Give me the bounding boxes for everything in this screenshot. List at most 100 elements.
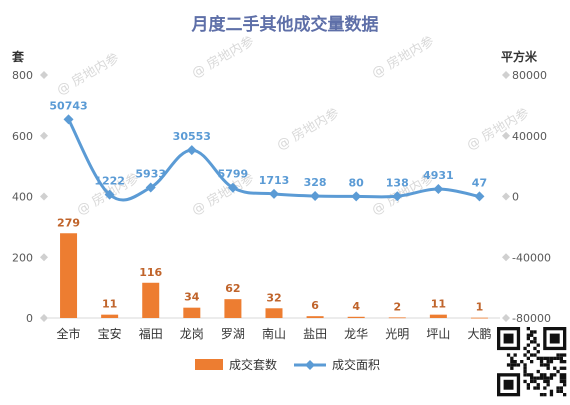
qr-module: [556, 356, 560, 360]
left-tick-label: 200: [12, 251, 33, 264]
qr-module: [523, 353, 527, 357]
right-tick-label: 0: [512, 191, 519, 204]
bar: [224, 299, 242, 318]
qr-code-icon: [495, 325, 569, 399]
line-point: [474, 191, 485, 202]
line-point: [186, 145, 197, 156]
qr-module: [563, 353, 567, 357]
qr-module: [533, 353, 537, 357]
qr-module: [546, 363, 550, 367]
qr-module: [520, 360, 524, 364]
qr-module: [533, 386, 537, 390]
left-tick-label: 400: [12, 191, 33, 204]
qr-module: [563, 383, 567, 387]
line-data-label: 50743: [49, 99, 87, 112]
left-tick-marker: [40, 192, 48, 201]
qr-module: [549, 360, 554, 364]
qr-module: [563, 376, 567, 380]
qr-finder-core: [503, 333, 514, 344]
line-data-label: 1222: [94, 175, 125, 188]
left-axis-ticks: 0 200 400 600 800: [12, 69, 48, 325]
qr-module: [536, 369, 540, 374]
qr-module: [523, 363, 527, 367]
qr-module: [536, 383, 540, 387]
qr-module: [506, 363, 511, 367]
qr-module: [549, 373, 554, 377]
bar-data-label: 6: [311, 299, 319, 312]
qr-module: [526, 386, 530, 390]
qr-module: [556, 386, 560, 390]
qr-module: [523, 369, 527, 374]
left-tick-label: 600: [12, 130, 33, 143]
qr-module: [553, 366, 557, 370]
bar-data-label: 116: [139, 266, 162, 279]
line-series: 50743 1222 5933 30553 5799 1713 328 80 138 4931 47: [49, 99, 487, 202]
qr-module: [526, 333, 530, 337]
right-tick-marker: [502, 71, 510, 79]
bar-data-label: 11: [102, 298, 117, 311]
qr-module: [546, 379, 550, 384]
qr-module: [543, 356, 547, 360]
watermark-text: @ 房地内参: [274, 105, 342, 153]
qr-module: [549, 376, 554, 380]
category-label: 龙华: [344, 327, 368, 341]
qr-module: [549, 393, 554, 397]
qr-module: [533, 346, 537, 351]
right-tick-marker: [502, 314, 510, 322]
category-label: 坪山: [426, 327, 450, 341]
category-label: 光明: [385, 327, 409, 341]
qr-module: [530, 373, 534, 377]
category-label: 龙岗: [180, 327, 204, 341]
qr-module: [526, 373, 530, 377]
qr-module: [559, 373, 563, 377]
qr-module: [563, 379, 567, 384]
line-point: [269, 188, 279, 199]
qr-module: [536, 356, 540, 360]
legend-bar-label: 成交套数: [229, 357, 277, 372]
qr-module: [533, 376, 537, 380]
qr-module: [539, 376, 544, 380]
qr-module: [510, 356, 514, 360]
qr-module: [543, 386, 547, 390]
qr-module: [510, 363, 514, 367]
bar-data-label: 32: [266, 291, 281, 304]
qr-module: [546, 360, 550, 364]
qr-module: [530, 379, 534, 384]
left-tick-marker: [40, 71, 48, 79]
qr-module: [510, 360, 514, 364]
qr-module: [533, 379, 537, 384]
legend-line-label: 成交面积: [332, 357, 380, 372]
qr-module: [523, 373, 527, 377]
bar: [183, 307, 201, 318]
qr-module: [556, 353, 560, 357]
qr-module: [563, 373, 567, 377]
line-point: [433, 184, 444, 195]
qr-module: [563, 360, 567, 364]
bar: [265, 308, 283, 318]
qr-module: [546, 376, 550, 380]
line-point: [310, 191, 321, 202]
qr-module: [546, 356, 550, 360]
line-data-label: 4931: [423, 169, 454, 182]
watermark-text: @ 房地内参: [54, 50, 122, 98]
category-label: 大鹏: [467, 327, 491, 341]
line-point: [227, 182, 238, 193]
line-point: [351, 191, 362, 202]
line-point: [145, 182, 156, 193]
qr-module: [536, 350, 540, 354]
qr-module: [536, 386, 540, 390]
qr-module: [539, 360, 544, 364]
qr-module: [526, 336, 530, 341]
line-point: [104, 189, 115, 200]
qr-module: [543, 376, 547, 380]
qr-module: [543, 363, 547, 367]
qr-module: [546, 383, 550, 387]
right-tick-marker: [502, 192, 510, 201]
right-axis-unit: 平方米: [501, 49, 538, 64]
qr-module: [559, 366, 563, 370]
qr-module: [543, 373, 547, 377]
qr-module: [539, 356, 544, 360]
qr-module: [539, 363, 544, 367]
qr-module: [563, 366, 567, 370]
left-tick-marker: [40, 314, 48, 322]
